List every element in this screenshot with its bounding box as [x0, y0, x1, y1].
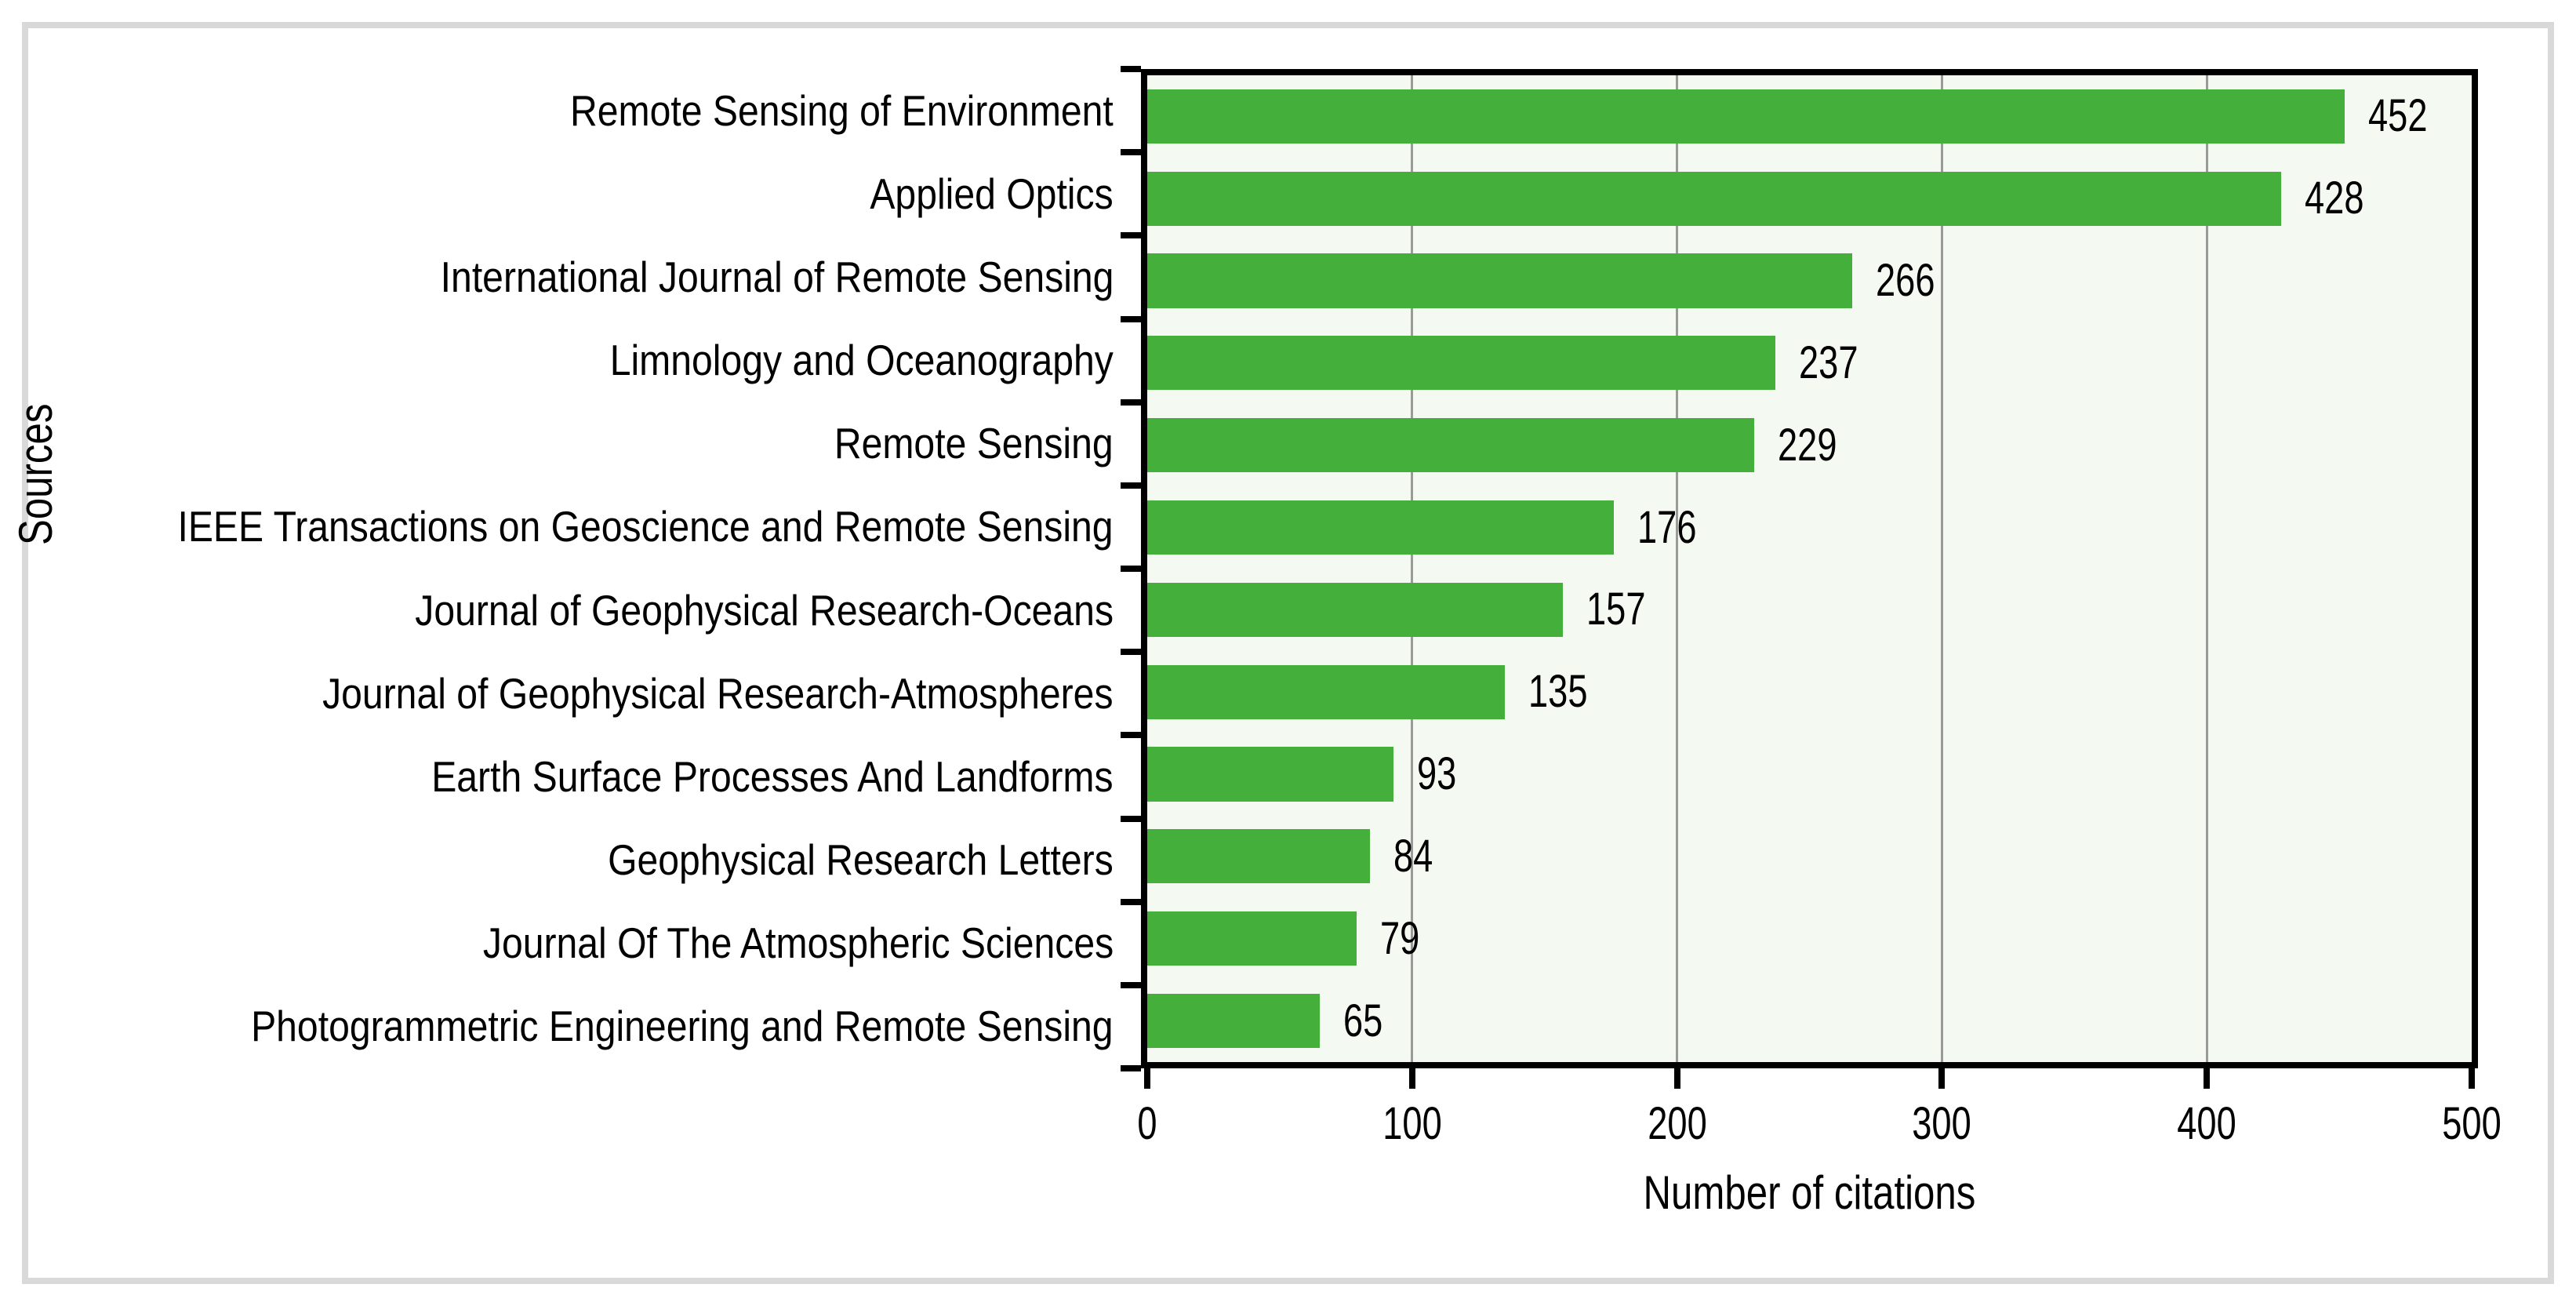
bar-row: 452 [1147, 75, 2472, 158]
y-label-row: Earth Surface Processes And Landforms [28, 735, 1114, 818]
x-axis-tick-label: 500 [2442, 1098, 2502, 1149]
x-axis-tick [1408, 1068, 1415, 1089]
y-axis-tick [1121, 149, 1141, 156]
x-axis-tick-label: 0 [1137, 1098, 1157, 1149]
category-label: Limnology and Oceanography [609, 336, 1114, 385]
bar [1147, 829, 1370, 884]
plot-area: 452 428 266 237 229 176 157 135 93 84 79 65 [1141, 69, 2478, 1068]
bar-row: 157 [1147, 569, 2472, 651]
x-axis-tick-label: 400 [2177, 1098, 2236, 1149]
y-label-row: Journal Of The Atmospheric Sciences [28, 902, 1114, 985]
x-axis-tick [1673, 1068, 1680, 1089]
y-axis-tick [1121, 815, 1141, 822]
x-axis-ticks [1144, 1068, 2475, 1089]
category-label: Geophysical Research Letters [608, 835, 1114, 885]
y-label-row: Applied Optics [28, 152, 1114, 235]
x-axis-title: Number of citations [1147, 1170, 2472, 1217]
y-label-row: International Journal of Remote Sensing [28, 235, 1114, 318]
category-label: IEEE Transactions on Geoscience and Remo… [177, 502, 1114, 551]
bar-row: 229 [1147, 404, 2472, 486]
bar [1147, 747, 1394, 802]
y-label-row: IEEE Transactions on Geoscience and Remo… [28, 486, 1114, 569]
bar-row: 84 [1147, 815, 2472, 897]
bar-row: 266 [1147, 240, 2472, 322]
y-axis-tick [1121, 732, 1141, 739]
bar [1147, 500, 1614, 555]
y-axis-tick [1121, 398, 1141, 406]
x-axis-tick [1938, 1068, 1946, 1089]
bar-value-label: 65 [1342, 995, 1382, 1046]
bar [1147, 89, 2345, 144]
bar [1147, 582, 1564, 637]
x-axis-tick-labels: 0 100 200 300 400 500 [1137, 1098, 2501, 1149]
y-axis-tick [1121, 66, 1141, 72]
x-axis-tick [2204, 1068, 2211, 1089]
y-axis-tick [1121, 566, 1141, 572]
y-label-row: Remote Sensing of Environment [28, 69, 1114, 152]
y-axis-tick [1121, 981, 1141, 988]
x-axis-tick-label: 100 [1382, 1098, 1442, 1149]
bar-value-label: 176 [1637, 501, 1697, 553]
y-axis-tick [1121, 232, 1141, 239]
category-label: Applied Optics [870, 169, 1114, 218]
bar-value-label: 135 [1528, 666, 1588, 718]
bar [1147, 171, 2281, 226]
y-axis-tick [1121, 1065, 1141, 1071]
bar-row: 93 [1147, 733, 2472, 816]
x-axis-tick [2469, 1068, 2475, 1089]
y-label-row: Photogrammetric Engineering and Remote S… [28, 985, 1114, 1068]
bar-value-label: 452 [2367, 90, 2428, 142]
bar-value-label: 157 [1586, 584, 1646, 635]
y-label-row: Remote Sensing [28, 402, 1114, 486]
category-label: Photogrammetric Engineering and Remote S… [251, 1002, 1114, 1051]
bar [1147, 418, 1754, 473]
bar [1147, 253, 1852, 308]
figure: Sources Remote Sensing of Environment App… [9, 22, 2554, 1284]
gridline-x-200 [1676, 75, 1679, 1062]
bar-value-label: 84 [1393, 830, 1433, 882]
bar-value-label: 428 [2304, 173, 2364, 224]
plot-background [1147, 75, 2472, 1062]
bar-value-label: 79 [1379, 912, 1420, 964]
category-label: Remote Sensing of Environment [570, 85, 1114, 135]
bar-value-label: 237 [1798, 337, 1858, 388]
bar-value-label: 93 [1417, 748, 1457, 800]
bar-row: 65 [1147, 980, 2472, 1062]
y-axis-tick [1121, 649, 1141, 656]
y-axis-tick [1121, 482, 1141, 489]
y-axis-ticks [1121, 66, 1141, 1071]
bar-value-label: 266 [1875, 255, 1935, 307]
bar-row: 237 [1147, 322, 2472, 404]
bars-area: 452 428 266 237 229 176 157 135 93 84 79 65 [1147, 75, 2472, 1062]
y-axis-tick [1121, 315, 1141, 322]
category-label: Remote Sensing [834, 419, 1114, 468]
x-axis-title-text: Number of citations [1643, 1166, 1976, 1219]
gridline-x-400 [2205, 75, 2208, 1062]
y-axis-tick [1121, 898, 1141, 905]
y-label-row: Journal of Geophysical Research-Oceans [28, 569, 1114, 652]
y-axis-category-labels: Remote Sensing of Environment Applied Opt… [28, 69, 1114, 1068]
category-label: International Journal of Remote Sensing [440, 252, 1114, 301]
x-axis-tick-label: 300 [1912, 1098, 1972, 1149]
bar [1147, 664, 1506, 719]
bar [1147, 993, 1320, 1049]
bar [1147, 911, 1357, 966]
bar-value-label: 229 [1777, 419, 1837, 471]
bar [1147, 336, 1775, 391]
category-label: Earth Surface Processes And Landforms [431, 751, 1114, 801]
gridline-x-100 [1411, 75, 1414, 1062]
category-label: Journal of Geophysical Research-Atmosphe… [322, 668, 1114, 718]
bar-row: 79 [1147, 897, 2472, 980]
x-axis-tick [1144, 1068, 1150, 1089]
category-label: Journal Of The Atmospheric Sciences [482, 919, 1114, 968]
bar-row: 176 [1147, 486, 2472, 569]
gridline-x-300 [1940, 75, 1943, 1062]
bar-row: 428 [1147, 158, 2472, 240]
y-label-row: Limnology and Oceanography [28, 319, 1114, 402]
y-label-row: Geophysical Research Letters [28, 819, 1114, 902]
x-axis-tick-label: 200 [1647, 1098, 1707, 1149]
bar-row: 135 [1147, 651, 2472, 733]
category-label: Journal of Geophysical Research-Oceans [415, 585, 1114, 635]
y-label-row: Journal of Geophysical Research-Atmosphe… [28, 652, 1114, 735]
